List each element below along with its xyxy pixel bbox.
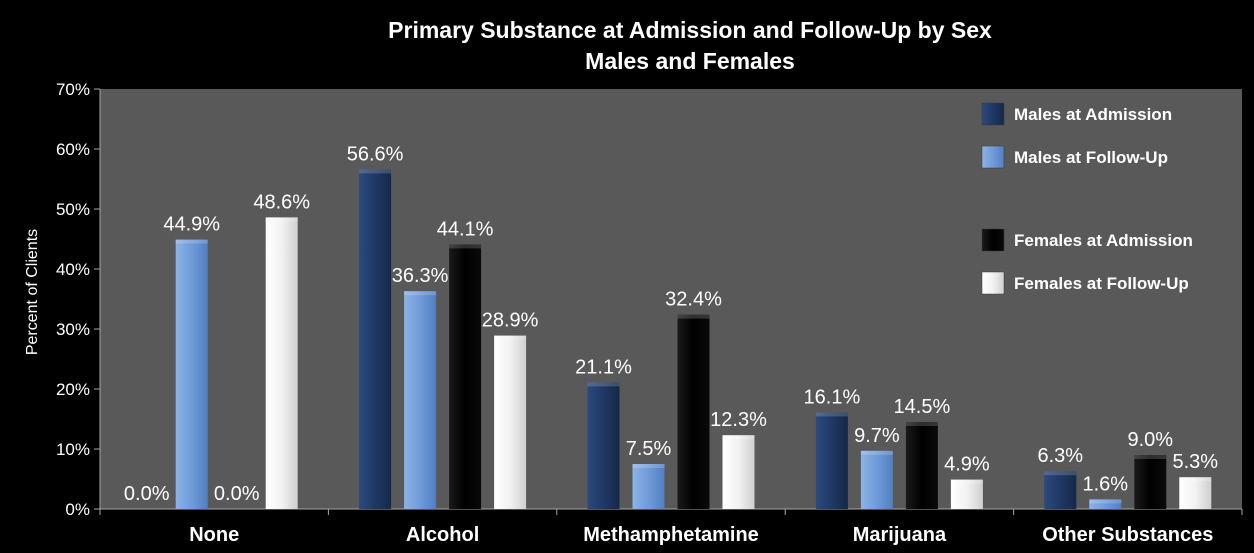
bar-bevel: [815, 412, 848, 417]
bar-bevel: [677, 314, 710, 319]
bar-bevel: [1179, 477, 1212, 482]
y-tick-label: 30%: [56, 320, 90, 339]
data-label: 1.6%: [1083, 473, 1129, 495]
bar-bevel: [359, 169, 392, 174]
data-label: 28.9%: [482, 310, 539, 332]
bar-bevel: [404, 291, 437, 296]
y-tick-label: 70%: [56, 80, 90, 99]
y-axis-label: Percent of Clients: [24, 229, 41, 355]
x-tick-label: Alcohol: [406, 524, 479, 546]
bar: [950, 479, 983, 509]
bar: [632, 464, 665, 509]
bar: [1044, 471, 1077, 509]
data-label: 14.5%: [894, 396, 951, 418]
bar: [815, 412, 848, 509]
y-tick-label: 20%: [56, 380, 90, 399]
bar: [404, 291, 437, 509]
chart-subtitle: Males and Females: [585, 48, 795, 74]
bar-bevel: [632, 464, 665, 468]
data-label: 44.1%: [437, 218, 494, 240]
bar-bevel: [1089, 499, 1122, 504]
bar: [175, 239, 208, 509]
data-label: 0.0%: [214, 483, 260, 505]
data-label: 44.9%: [163, 214, 220, 236]
data-label: 9.7%: [854, 425, 900, 447]
y-tick-label: 10%: [56, 440, 90, 459]
y-tick-label: 60%: [56, 140, 90, 159]
data-labels: 0.0% 56.6% 21.1% 16.1% 6.3% 44.9% 36.3% 7.5% 9.7…: [124, 143, 1218, 505]
legend-label: Males at Admission: [1014, 105, 1172, 124]
x-tick-label: Marijuana: [853, 524, 947, 546]
bar-bevel: [950, 479, 983, 484]
y-tick-label: 0%: [65, 500, 90, 519]
x-axis: None Alcohol Methamphetamine Marijuana Other…: [99, 508, 1243, 546]
x-tick-label: Methamphetamine: [583, 524, 759, 546]
data-label: 32.4%: [665, 289, 722, 311]
legend-label: Males at Follow-Up: [1014, 148, 1168, 167]
legend-label: Females at Follow-Up: [1014, 274, 1189, 293]
legend-swatch: [981, 145, 1005, 169]
data-label: 0.0%: [124, 483, 170, 505]
bar-bevel: [860, 450, 893, 455]
legend-swatch: [981, 228, 1005, 252]
chart-title: Primary Substance at Admission and Follo…: [388, 17, 992, 43]
bar: [265, 217, 298, 509]
legend: Males at Admission Males at Follow-Up Fema…: [981, 102, 1193, 295]
bar-bevel: [587, 382, 620, 387]
legend-swatch: [981, 102, 1005, 126]
bar: [905, 422, 938, 509]
bar: [1089, 499, 1122, 509]
data-label: 5.3%: [1173, 451, 1219, 473]
bar: [1179, 477, 1212, 509]
bar-bevel: [449, 244, 482, 249]
bars: [175, 169, 1212, 509]
bar-bevel: [175, 239, 208, 244]
data-label: 6.3%: [1038, 445, 1084, 467]
bar: [860, 450, 893, 509]
bar: [1134, 455, 1167, 509]
data-label: 56.6%: [347, 143, 404, 165]
bar: [587, 382, 620, 509]
data-label: 12.3%: [710, 409, 767, 431]
bar-bevel: [494, 335, 527, 340]
x-tick-label: Other Substances: [1042, 524, 1213, 546]
bar: [449, 244, 482, 509]
data-label: 21.1%: [575, 356, 632, 378]
x-tick-label: None: [189, 524, 239, 546]
bar-bevel: [1134, 455, 1167, 459]
legend-label: Females at Admission: [1014, 231, 1193, 250]
data-label: 9.0%: [1128, 429, 1174, 451]
bar: [722, 435, 755, 509]
bar-bevel: [1044, 471, 1077, 476]
bar-bevel: [905, 422, 938, 426]
y-tick-label: 50%: [56, 200, 90, 219]
data-label: 16.1%: [804, 386, 861, 408]
y-tick-label: 40%: [56, 260, 90, 279]
data-label: 4.9%: [944, 454, 990, 476]
bar: [359, 169, 392, 509]
data-label: 7.5%: [626, 438, 672, 460]
legend-swatch: [981, 271, 1005, 295]
data-label: 48.6%: [253, 191, 310, 213]
bar-bevel: [265, 217, 298, 222]
bar: [494, 335, 527, 509]
bar-bevel: [722, 435, 755, 440]
data-label: 36.3%: [392, 265, 449, 287]
bar: [677, 314, 710, 509]
y-axis: 0% 10% 20% 30% 40% 50% 60% 70%: [56, 80, 101, 519]
